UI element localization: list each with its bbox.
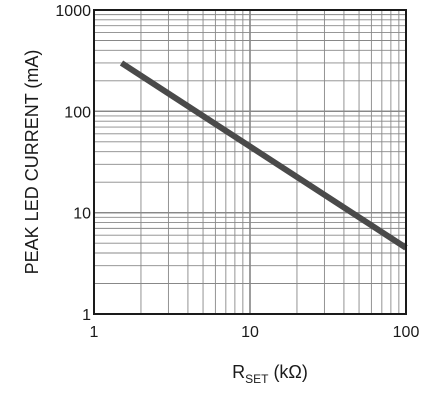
y-tick-label: 1	[82, 307, 91, 324]
x-axis-title-unit: (kΩ)	[268, 362, 307, 382]
y-tick-label: 100	[64, 104, 91, 121]
x-axis-title-main: R	[232, 362, 245, 382]
x-tick-label: 10	[241, 324, 259, 341]
x-axis-title-subscript: SET	[245, 372, 269, 386]
grid-layer	[93, 9, 407, 315]
x-tick-label: 1	[90, 324, 99, 341]
y-tick-label: 1000	[55, 3, 91, 20]
x-tick-label: 100	[393, 324, 420, 341]
y-tick-label: 10	[73, 206, 91, 223]
plot-frame	[93, 9, 407, 315]
tick-label-layer: 1 10 100 1 10 100 1000	[55, 3, 419, 341]
y-axis-title: PEAK LED CURRENT (mA)	[22, 50, 42, 275]
series-layer	[119, 60, 408, 251]
x-axis-title: RSET (kΩ)	[232, 362, 308, 386]
series-line-1	[119, 60, 408, 251]
